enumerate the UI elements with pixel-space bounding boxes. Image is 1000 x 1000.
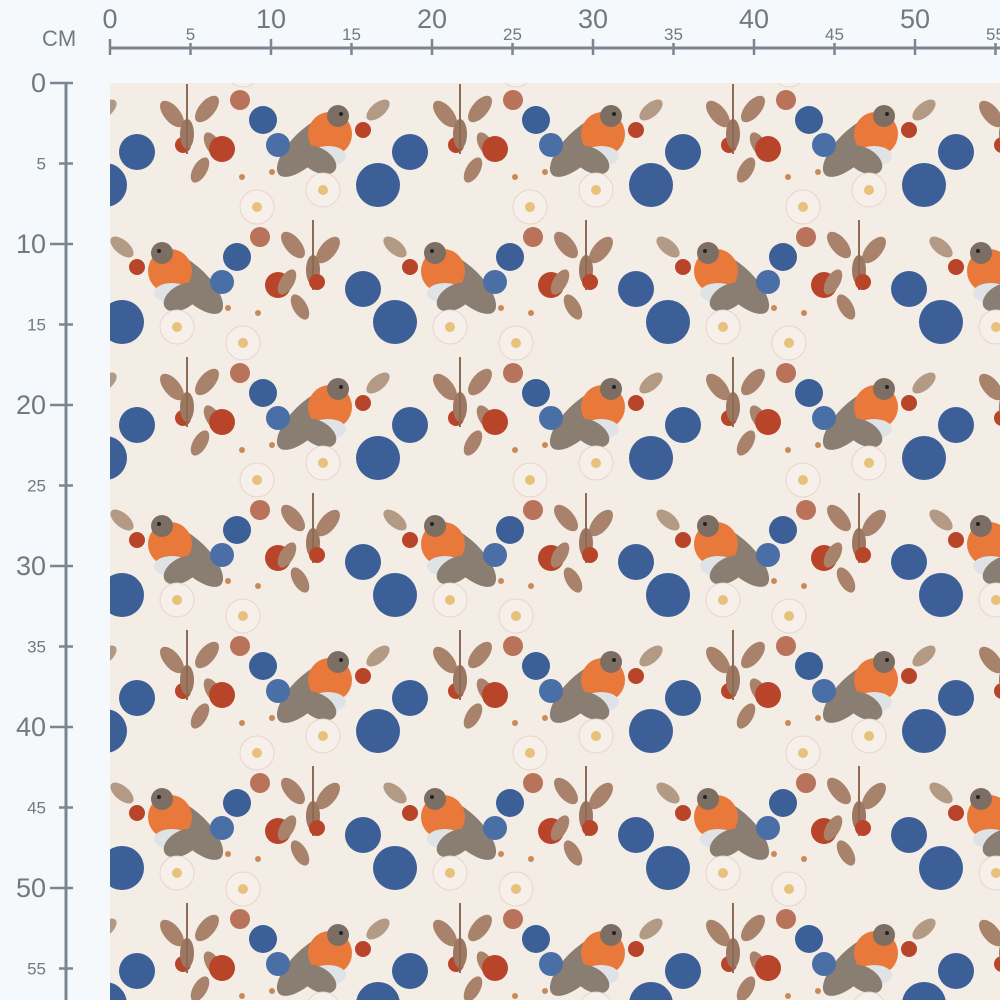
- ruler-tick-label: 55: [27, 960, 46, 979]
- ruler-tick-label: 0: [31, 68, 46, 98]
- ruler-tick-label: 10: [256, 4, 286, 34]
- horizontal-ruler: 0 10 20 30 40 50 5 15 25 35 45 55: [102, 4, 1000, 55]
- ruler-tick-label: 55: [986, 25, 1000, 44]
- ruler-tick-label: 15: [342, 25, 361, 44]
- ruler-tick-label: 35: [664, 25, 683, 44]
- ruler-tick-label: 30: [578, 4, 608, 34]
- ruler-tick-label: 10: [16, 229, 46, 259]
- ruler-tick-label: 40: [16, 712, 46, 742]
- ruler-tick-label: 20: [417, 4, 447, 34]
- ruler-tick-label: 50: [16, 873, 46, 903]
- ruler-unit-label: CM: [42, 26, 76, 51]
- ruler-tick-label: 25: [27, 477, 46, 496]
- ruler-tick-label: 5: [37, 155, 46, 174]
- ruler-tick-label: 35: [27, 638, 46, 657]
- ruler-tick-label: 40: [739, 4, 769, 34]
- ruler-tick-label: 25: [503, 25, 522, 44]
- ruler-tick-label: 30: [16, 551, 46, 581]
- ruler-tick-label: 5: [186, 25, 195, 44]
- fabric-swatch: [110, 83, 1000, 1000]
- ruler-tick-label: 45: [27, 799, 46, 818]
- ruler-tick-label: 15: [27, 316, 46, 335]
- ruler-tick-label: 20: [16, 390, 46, 420]
- ruler-tick-label: 0: [102, 4, 117, 34]
- ruler-tick-label: 45: [825, 25, 844, 44]
- vertical-ruler: 0 10 20 30 40 50 5 15 25 35 45 55: [16, 68, 73, 1000]
- fabric-print: [110, 83, 1000, 1000]
- ruler-tick-label: 50: [900, 4, 930, 34]
